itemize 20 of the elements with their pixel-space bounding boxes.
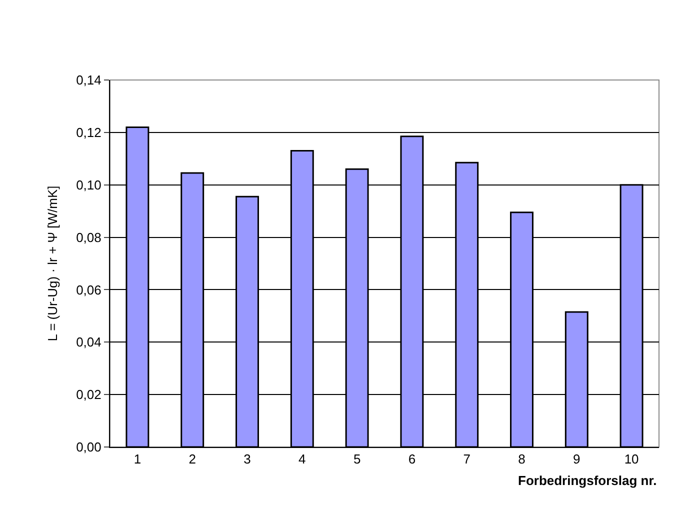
x-tick-label: 7 [463, 452, 470, 467]
x-tick-label: 5 [353, 452, 361, 467]
y-tick-label: 0,04 [76, 334, 102, 350]
y-tick-label: 0,14 [76, 72, 102, 88]
x-tick-label: 9 [573, 452, 580, 467]
y-tick-label: 0,02 [76, 387, 102, 402]
x-tick-label: 8 [518, 452, 526, 467]
x-tick-label: 2 [188, 452, 196, 467]
y-tick-label: 0,10 [76, 177, 102, 192]
y-axis-title: L = (Ur-Ug) · lr + Ψ [W/mK] [45, 186, 60, 342]
y-tick-label: 0,12 [76, 124, 102, 140]
x-tick-label: 6 [408, 452, 416, 467]
x-axis-title: Forbedringsforslag nr. [518, 473, 657, 488]
x-tick-label: 3 [244, 452, 251, 467]
x-tick-label: 10 [624, 452, 639, 467]
y-tick-label: 0,06 [76, 282, 102, 298]
x-tick-label: 1 [134, 452, 142, 467]
y-tick-label: 0,08 [76, 230, 102, 245]
y-tick-label: 0,00 [76, 440, 102, 455]
x-tick-label: 4 [298, 452, 306, 467]
